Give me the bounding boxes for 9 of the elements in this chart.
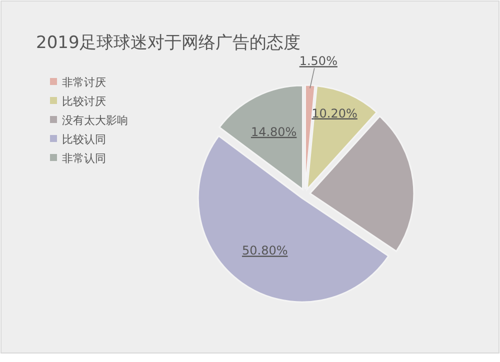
data-label: 1.50% bbox=[299, 54, 338, 68]
legend-label: 没有太大影响 bbox=[62, 114, 128, 127]
legend-label: 非常讨厌 bbox=[62, 76, 106, 89]
chart-title: 2019足球球迷对于网络广告的态度 bbox=[36, 33, 300, 53]
data-label: 14.80% bbox=[250, 124, 297, 139]
legend-label: 比较认同 bbox=[62, 133, 106, 146]
data-label: 50.80% bbox=[242, 244, 288, 258]
legend-label: 比较讨厌 bbox=[62, 95, 106, 108]
legend-label: 非常认同 bbox=[62, 152, 106, 165]
